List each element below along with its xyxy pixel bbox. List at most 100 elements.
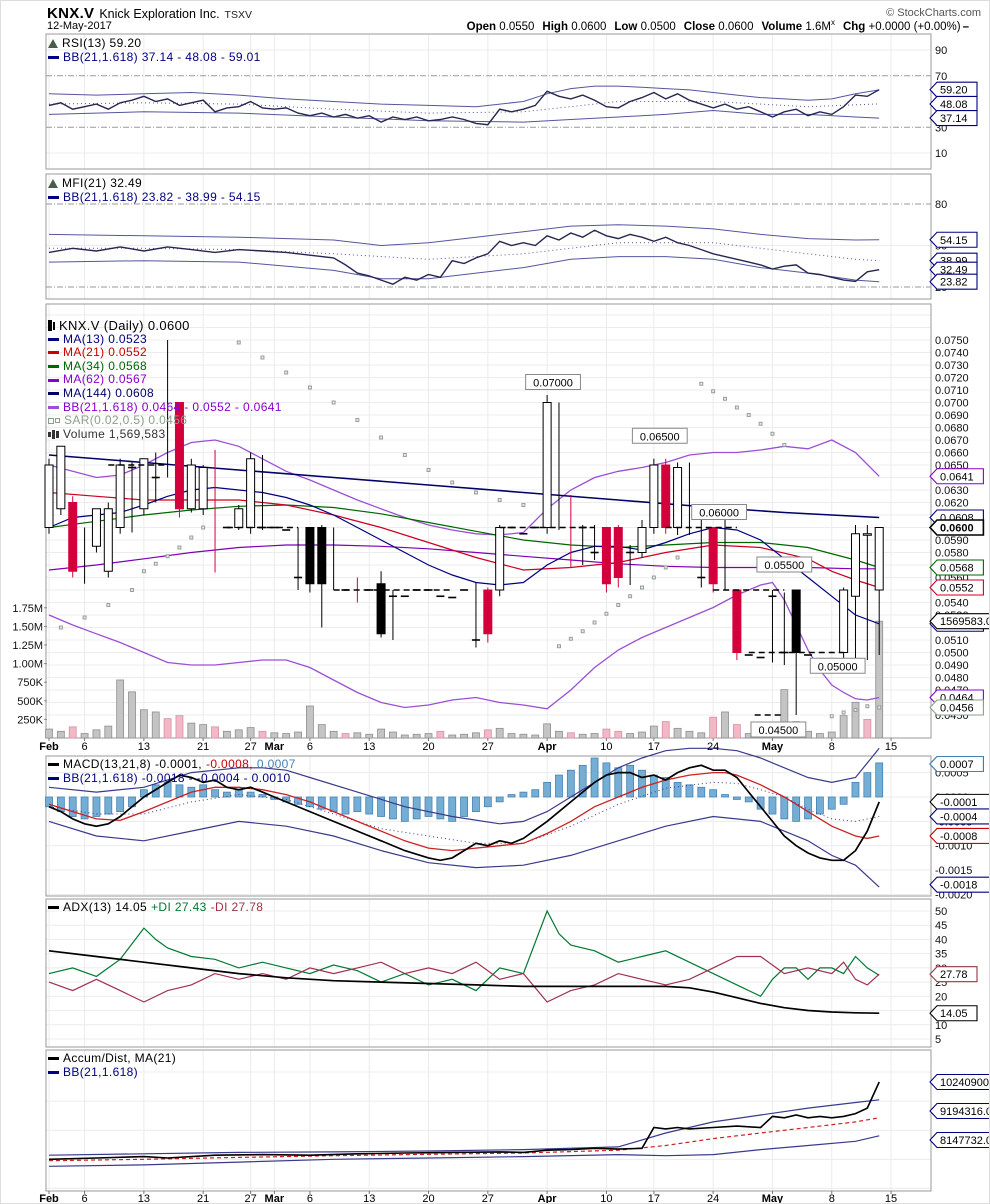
macd-line-icon (48, 763, 59, 767)
svg-text:-0.0001: -0.0001 (940, 797, 977, 809)
volume-axis-labels: 1.75M 1.50M 1.25M 1.00M 750K 500K 250K (12, 603, 47, 726)
svg-text:0.0500: 0.0500 (935, 648, 969, 660)
price-panel-legend: KNX.V (Daily) 0.0600 MA(13) 0.0523 MA(21… (48, 319, 282, 441)
ma62-line-icon (48, 378, 59, 382)
svg-text:54.15: 54.15 (940, 235, 968, 247)
sar-dots-icon (48, 417, 54, 424)
svg-text:50: 50 (935, 906, 947, 918)
ma62-label: MA(62) 0.0567 (63, 372, 148, 387)
svg-text:5: 5 (935, 1034, 941, 1046)
svg-text:14.05: 14.05 (940, 1008, 968, 1020)
ma13-line-icon (48, 337, 59, 341)
svg-text:500K: 500K (17, 696, 43, 708)
svg-text:0.0552: 0.0552 (940, 583, 974, 595)
svg-text:13: 13 (363, 1193, 375, 1204)
rsi-series-line (48, 85, 880, 108)
svg-text:17: 17 (648, 741, 660, 753)
chg-label: Chg (842, 20, 866, 33)
chg-value: +0.0000 (+0.00%) (868, 20, 961, 33)
mfi-legend: MFI(21) 32.49 BB(21,1.618) 23.82 - 38.99… (48, 176, 261, 204)
svg-text:Feb: Feb (39, 741, 59, 753)
svg-text:0.05000: 0.05000 (818, 661, 858, 673)
svg-text:0.0580: 0.0580 (935, 548, 969, 560)
svg-text:0.06000: 0.06000 (699, 508, 739, 520)
oscillator-icon (48, 39, 58, 49)
svg-text:0.0630: 0.0630 (935, 485, 969, 497)
svg-text:0.0720: 0.0720 (935, 373, 969, 385)
adx-label: ADX(13) 14.05 (63, 900, 148, 914)
svg-text:13: 13 (363, 741, 375, 753)
close-label: Close (683, 20, 716, 33)
svg-text:0.0600: 0.0600 (940, 523, 974, 535)
accum-dist-label: Accum/Dist, MA(21) (63, 1051, 177, 1065)
ad-series-line (48, 1117, 880, 1162)
bb-line-icon (48, 1070, 59, 1074)
svg-text:-0.0004: -0.0004 (940, 811, 977, 823)
ma21-line-icon (48, 351, 59, 355)
svg-text:70: 70 (935, 71, 947, 83)
mfi-series-line (48, 229, 880, 285)
adx-legend: ADX(13) 14.05 +DI 27.43 -DI 27.78 (48, 900, 263, 915)
accum-dist-line-icon (48, 1057, 59, 1061)
ad-series-line (48, 1081, 880, 1161)
volume-value: 1.6M (805, 20, 831, 33)
macd-value: -0.0001, (155, 757, 202, 771)
svg-text:-0.0008: -0.0008 (940, 831, 977, 843)
svg-text:27: 27 (244, 1193, 256, 1204)
svg-text:0.0730: 0.0730 (935, 360, 969, 372)
svg-text:8: 8 (829, 741, 835, 753)
volume-bars-icon (56, 431, 59, 439)
accum-dist-bb-label: BB(21,1.618) (63, 1064, 139, 1079)
bb-label: BB(21,1.618) 0.0464 - 0.0552 - 0.0641 (63, 399, 282, 414)
svg-text:0.05500: 0.05500 (764, 560, 804, 572)
axis-badges: 59.2048.0837.1454.1538.9932.4923.820.064… (928, 81, 990, 1149)
low-label: Low (614, 20, 638, 33)
svg-text:13: 13 (138, 741, 150, 753)
svg-text:27.78: 27.78 (940, 969, 968, 981)
svg-text:20: 20 (422, 741, 434, 753)
svg-text:10: 10 (600, 741, 612, 753)
rsi-legend: RSI(13) 59.20 BB(21,1.618) 37.14 - 48.08… (48, 36, 261, 64)
svg-text:0.0620: 0.0620 (935, 498, 969, 510)
svg-text:1569583.00: 1569583.00 (940, 616, 990, 628)
svg-text:21: 21 (197, 741, 209, 753)
svg-text:27: 27 (244, 741, 256, 753)
svg-text:0.0700: 0.0700 (935, 398, 969, 410)
svg-text:0.0670: 0.0670 (935, 435, 969, 447)
mfi-series-line (49, 242, 880, 262)
mfi-series-line (48, 256, 880, 283)
svg-text:59.20: 59.20 (940, 85, 968, 97)
svg-text:90: 90 (935, 45, 947, 57)
macd-series-line (48, 781, 880, 844)
svg-text:0.0641: 0.0641 (940, 471, 974, 483)
svg-text:0.07000: 0.07000 (533, 378, 573, 390)
svg-text:0.0710: 0.0710 (935, 385, 969, 397)
svg-text:37.14: 37.14 (940, 113, 968, 125)
svg-text:80: 80 (935, 199, 947, 211)
svg-text:0.0750: 0.0750 (935, 335, 969, 347)
svg-text:Feb: Feb (39, 1193, 59, 1204)
sar-dots (58, 340, 882, 719)
ma144-line-icon (48, 392, 59, 396)
svg-text:0.0456: 0.0456 (940, 703, 974, 715)
ma21-label: MA(21) 0.0552 (63, 345, 148, 360)
ad-panel-grid (45, 1049, 932, 1192)
bb-line-icon (48, 405, 59, 409)
volume-superscript: x (830, 18, 835, 27)
chart-header: KNX.V Knick Exploration Inc. TSXV (47, 5, 252, 23)
svg-text:45: 45 (935, 920, 947, 932)
copyright-notice: © StockCharts.com (886, 7, 981, 19)
mfi-label: MFI(21) 32.49 (62, 176, 143, 190)
macd-bb-label: BB(21,1.618) -0.0018 - -0.0004 - 0.0010 (63, 770, 291, 785)
date-axis: Feb 6 13 21 27 Mar 6 13 20 27 Apr 10 17 24 May 8 15 (39, 1191, 897, 1204)
rsi-bb-label: BB(21,1.618) 37.14 - 48.08 - 59.01 (63, 49, 261, 64)
volume-bars (45, 620, 884, 739)
ma13-label: MA(13) 0.0523 (63, 331, 148, 346)
svg-text:0.0690: 0.0690 (935, 410, 969, 422)
accum-dist-legend: Accum/Dist, MA(21) BB(21,1.618) (48, 1051, 177, 1079)
svg-text:27: 27 (482, 1193, 494, 1204)
svg-text:0.0480: 0.0480 (935, 673, 969, 685)
svg-text:1.00M: 1.00M (12, 659, 43, 671)
svg-text:10240900.0: 10240900.0 (940, 1077, 990, 1089)
